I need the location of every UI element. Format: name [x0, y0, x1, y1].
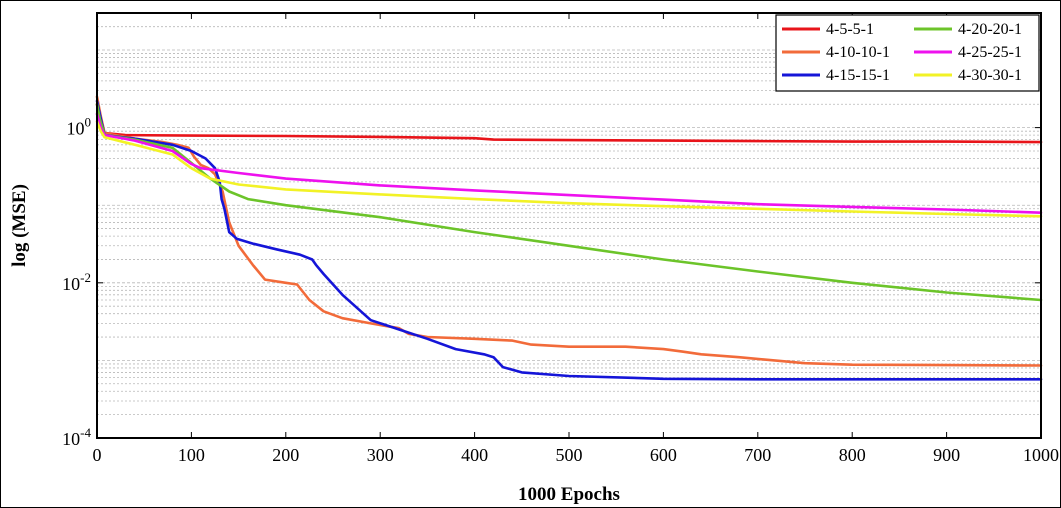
x-tick-label: 900 [933, 445, 960, 465]
plot-area-border [96, 12, 1042, 439]
x-tick-label: 0 [93, 445, 102, 465]
x-axis-title: 1000 Epochs [518, 484, 620, 505]
y-axis-title: log (MSE) [9, 184, 30, 267]
legend-label: 4-5-5-1 [826, 21, 874, 38]
x-tick-label: 100 [178, 445, 205, 465]
x-tick-label: 1000 [1023, 445, 1059, 465]
legend-label: 4-10-10-1 [826, 44, 890, 61]
y-tick-label: 10-4 [62, 425, 91, 449]
x-tick-label: 300 [367, 445, 394, 465]
legend-label: 4-25-25-1 [958, 44, 1022, 61]
series-line-4-30-30-1 [95, 120, 1043, 218]
series-layer [95, 95, 1043, 381]
x-tick-label: 400 [461, 445, 488, 465]
series-line-4-5-5-1 [95, 103, 1043, 144]
y-tick-label: 10-2 [62, 270, 91, 294]
x-tick-label: 600 [650, 445, 677, 465]
series-line-4-15-15-1 [95, 99, 1043, 381]
legend: 4-5-5-1 4-10-10-1 4-15-15-1 4-20-20-1 4-25-2… [775, 14, 1040, 92]
x-tick-label: 700 [744, 445, 771, 465]
legend-label: 4-15-15-1 [826, 67, 890, 84]
legend-label: 4-20-20-1 [958, 21, 1022, 38]
x-tick-label: 800 [839, 445, 866, 465]
x-tick-label: 200 [272, 445, 299, 465]
y-tick-label: 100 [67, 115, 92, 139]
tick-label-layer: 0 100 200 300 400 500 600 700 800 900 1000 10-4 10-2… [62, 115, 1059, 465]
x-tick-label: 500 [556, 445, 583, 465]
legend-label: 4-30-30-1 [958, 67, 1022, 84]
series-line-4-25-25-1 [95, 112, 1043, 214]
